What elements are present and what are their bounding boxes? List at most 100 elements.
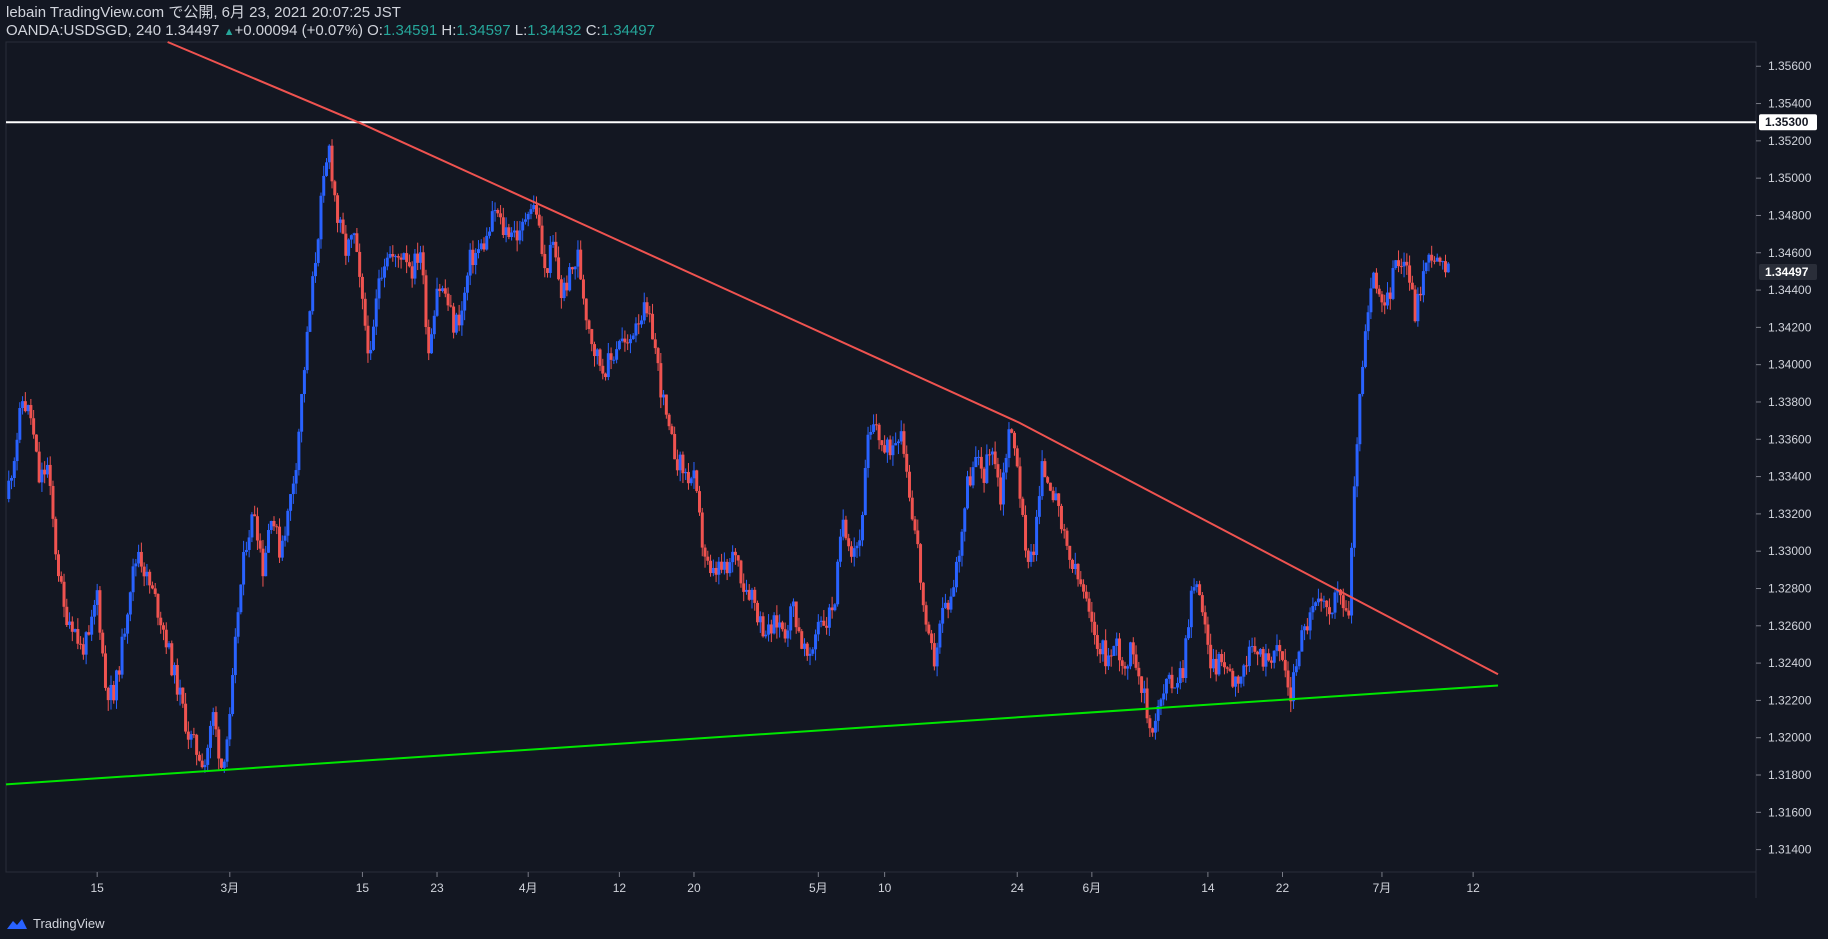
candle-body: [753, 589, 757, 603]
time-tick-label: 12: [613, 881, 627, 895]
price-tick-label: 1.32400: [1768, 656, 1812, 670]
candle-body: [1098, 648, 1102, 655]
candle-body: [1408, 265, 1412, 283]
candle-body: [294, 470, 298, 484]
candle-body: [1347, 610, 1351, 616]
tradingview-logo-icon: [7, 918, 27, 929]
candle-body: [501, 217, 505, 236]
candle-body: [1292, 672, 1296, 702]
candle-body: [1385, 292, 1389, 306]
candle-body: [769, 624, 773, 634]
price-tick-label: 1.33000: [1768, 544, 1812, 558]
candle-body: [1123, 665, 1127, 669]
candle-body: [1015, 448, 1019, 467]
candle-body: [540, 225, 544, 254]
candle-body: [208, 725, 212, 748]
candle-body: [902, 431, 906, 454]
high-value: 1.34597: [456, 22, 511, 39]
candle-body: [1046, 477, 1050, 483]
candle-body: [1383, 302, 1387, 306]
candle-body: [874, 424, 878, 426]
candle-body: [1012, 432, 1016, 449]
footer-brand[interactable]: TradingView: [6, 916, 105, 931]
candle-body: [87, 632, 91, 635]
candle-body: [261, 548, 265, 577]
candle-body: [250, 514, 254, 538]
candle-body: [452, 306, 456, 333]
candle-body: [1311, 606, 1315, 613]
candle-body: [534, 205, 538, 215]
candle-body: [662, 394, 666, 398]
symbol-label[interactable]: OANDA:USDSGD, 240: [6, 22, 162, 39]
candle-body: [336, 195, 340, 223]
candle-body: [971, 467, 975, 486]
candle-body: [352, 233, 356, 236]
candle-body: [1148, 718, 1152, 729]
candle-body: [686, 471, 690, 484]
time-axis[interactable]: 15 3月 15 23 4月 12 20 5月 10 24 6月 14 22 7月 12: [90, 872, 1480, 895]
close-label: C:: [585, 22, 601, 39]
candle-body: [62, 581, 66, 607]
candle-body: [1062, 529, 1066, 531]
candle-body: [526, 213, 530, 220]
candle-body: [388, 254, 392, 258]
candle-body: [581, 279, 585, 299]
candle-body: [1402, 261, 1406, 267]
candle-body: [919, 544, 923, 583]
candle-body: [153, 588, 157, 595]
price-axis[interactable]: 1.35600 1.35400 1.35200 1.35000 1.34800 1.346…: [1756, 59, 1812, 857]
candle-body: [606, 353, 610, 378]
time-tick-label: 24: [1011, 881, 1025, 895]
candle-body: [278, 526, 282, 558]
candle-body: [523, 219, 527, 222]
candle-body: [1258, 649, 1262, 655]
candle-body: [468, 249, 472, 276]
candle-body: [791, 601, 795, 607]
candle-body: [935, 647, 939, 667]
candle-body: [244, 549, 248, 553]
candle-body: [1029, 551, 1033, 562]
candle-body: [1286, 670, 1290, 688]
candle-body: [355, 233, 359, 252]
candle-body: [1397, 260, 1401, 267]
candle-body: [1394, 260, 1398, 269]
candle-body: [767, 624, 771, 635]
candle-body: [518, 230, 522, 241]
candle-body: [283, 535, 287, 541]
trend-lines[interactable]: [5, 41, 1756, 786]
candle-body: [1253, 646, 1257, 652]
candle-body: [1391, 268, 1395, 299]
candle-body: [120, 636, 124, 675]
candle-body: [435, 288, 439, 316]
candle-body: [673, 433, 677, 460]
candle-body: [1303, 626, 1307, 631]
candle-body: [1104, 640, 1108, 667]
candle-body: [1200, 595, 1204, 613]
candle-body: [515, 230, 519, 241]
candle-body: [612, 359, 616, 361]
candle-body: [383, 266, 387, 278]
candle-body: [1432, 260, 1436, 262]
candle-body: [197, 754, 201, 761]
candle-body: [1037, 496, 1041, 517]
up-arrow-icon: ▲: [223, 26, 235, 38]
candle-body: [733, 551, 737, 556]
candle-body: [305, 331, 309, 371]
candle-body: [1043, 461, 1047, 478]
candle-body: [631, 335, 635, 340]
price-tick-label: 1.34600: [1768, 246, 1812, 260]
time-tick-label: 20: [687, 881, 701, 895]
candle-body: [1355, 444, 1359, 487]
candle-body: [1234, 676, 1238, 687]
candle-body: [1007, 429, 1011, 458]
candle-body: [12, 461, 16, 478]
candle-body: [167, 643, 171, 648]
candle-body: [173, 665, 177, 676]
candle-body: [1231, 670, 1235, 687]
candle-body: [302, 370, 306, 395]
candle-body: [1275, 645, 1279, 651]
candle-body: [1269, 660, 1273, 663]
candle-body: [634, 323, 638, 336]
candle-body: [1228, 668, 1232, 671]
